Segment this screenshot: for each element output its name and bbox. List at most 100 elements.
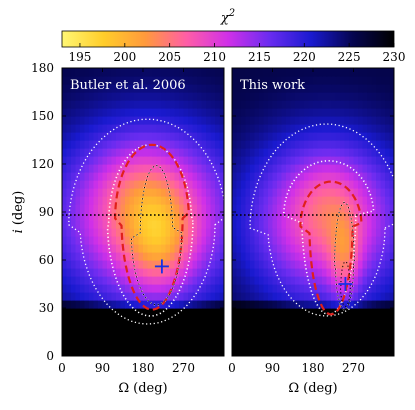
heatmap-cell — [219, 244, 224, 253]
heatmap-cell — [349, 148, 355, 157]
heatmap-cell — [116, 124, 122, 133]
heatmap-cell — [281, 188, 287, 197]
heatmap-cell — [263, 180, 269, 189]
heatmap-cell — [250, 76, 256, 85]
heatmap-cell — [232, 204, 238, 213]
heatmap-cell — [313, 156, 319, 165]
heatmap-cell — [107, 164, 113, 173]
x-tick-label: 270 — [172, 361, 195, 375]
heatmap-cell — [272, 68, 278, 77]
heatmap-cell — [192, 196, 198, 205]
heatmap-cell — [313, 292, 319, 301]
heatmap-cell — [308, 244, 314, 253]
heatmap-cell — [245, 100, 251, 109]
heatmap-cell — [111, 300, 117, 309]
heatmap-cell — [129, 188, 135, 197]
heatmap-cell — [304, 76, 310, 85]
heatmap-cell — [335, 124, 341, 133]
heatmap-cell — [353, 156, 359, 165]
heatmap-cell — [353, 132, 359, 141]
heatmap-cell — [129, 228, 135, 237]
heatmap-cell — [107, 316, 113, 325]
heatmap-cell — [129, 292, 135, 301]
heatmap-cell — [197, 332, 203, 341]
heatmap-cell — [250, 188, 256, 197]
heatmap-cell — [102, 116, 108, 125]
heatmap-cell — [367, 148, 373, 157]
heatmap-cell — [138, 340, 144, 349]
heatmap-cell — [210, 156, 216, 165]
heatmap-cell — [192, 220, 198, 229]
heatmap-cell — [66, 156, 72, 165]
heatmap-cell — [344, 268, 350, 277]
heatmap-cell — [201, 172, 207, 181]
heatmap-cell — [129, 156, 135, 165]
heatmap-cell — [188, 140, 194, 149]
heatmap-cell — [215, 260, 221, 269]
heatmap-cell — [138, 308, 144, 317]
heatmap-cell — [210, 292, 216, 301]
heatmap-cell — [161, 212, 167, 221]
heatmap-cell — [263, 68, 269, 77]
heatmap-cell — [272, 228, 278, 237]
heatmap-cell — [308, 324, 314, 333]
heatmap-cell — [344, 252, 350, 261]
heatmap-cell — [183, 68, 189, 77]
heatmap-cell — [232, 252, 238, 261]
heatmap-cell — [138, 124, 144, 133]
heatmap-cell — [232, 156, 238, 165]
heatmap-cell — [344, 236, 350, 245]
heatmap-cell — [232, 284, 238, 293]
heatmap-cell — [286, 164, 292, 173]
heatmap-cell — [143, 108, 149, 117]
heatmap-cell — [295, 124, 301, 133]
x-axis-title-left: Ω (deg) — [118, 381, 167, 396]
heatmap-cell — [156, 228, 162, 237]
heatmap-cell — [259, 132, 265, 141]
heatmap-cell — [340, 68, 346, 77]
heatmap-cell — [120, 108, 126, 117]
heatmap-cell — [219, 228, 224, 237]
heatmap-cell — [362, 324, 368, 333]
heatmap-cell — [62, 308, 68, 317]
heatmap-cell — [66, 108, 72, 117]
heatmap-cell — [362, 220, 368, 229]
heatmap-cell — [107, 308, 113, 317]
heatmap-cell — [210, 180, 216, 189]
heatmap-cell — [75, 164, 81, 173]
heatmap-cell — [107, 252, 113, 261]
heatmap-cell — [299, 292, 305, 301]
heatmap-cell — [326, 260, 332, 269]
heatmap-cell — [340, 324, 346, 333]
heatmap-cell — [340, 172, 346, 181]
heatmap-cell — [192, 244, 198, 253]
heatmap-cell — [62, 244, 68, 253]
heatmap-cell — [367, 108, 373, 117]
heatmap-cell — [89, 84, 95, 93]
heatmap-cell — [367, 76, 373, 85]
heatmap-cell — [120, 188, 126, 197]
heatmap-cell — [111, 132, 117, 141]
heatmap-cell — [322, 140, 328, 149]
heatmap-cell — [304, 148, 310, 157]
heatmap-cell — [165, 196, 171, 205]
heatmap-cell — [165, 308, 171, 317]
heatmap-cell — [367, 300, 373, 309]
heatmap-cell — [362, 196, 368, 205]
heatmap-cell — [129, 196, 135, 205]
heatmap-cell — [75, 188, 81, 197]
heatmap-cell — [219, 220, 224, 229]
heatmap-cell — [93, 124, 99, 133]
heatmap-cell — [170, 100, 176, 109]
heatmap-cell — [89, 132, 95, 141]
heatmap-cell — [84, 148, 90, 157]
heatmap-cell — [304, 220, 310, 229]
heatmap-cell — [371, 180, 377, 189]
heatmap-cell — [206, 76, 212, 85]
heatmap-cell — [102, 284, 108, 293]
heatmap-cell — [241, 316, 247, 325]
heatmap-cell — [232, 116, 238, 125]
heatmap-cell — [116, 340, 122, 349]
heatmap-cell — [335, 292, 341, 301]
heatmap-cell — [179, 116, 185, 125]
